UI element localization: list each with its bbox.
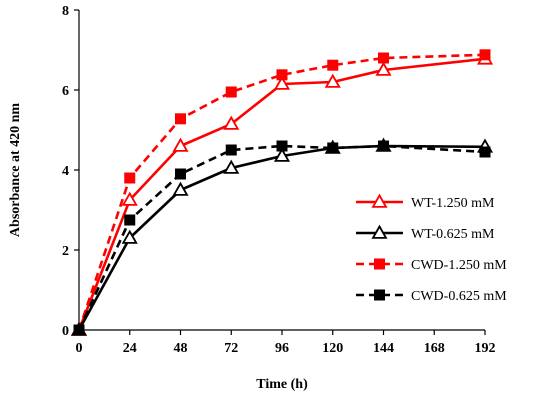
series-line bbox=[77, 144, 486, 331]
data-point bbox=[479, 146, 491, 158]
data-point bbox=[276, 69, 288, 81]
x-tick-label: 168 bbox=[424, 341, 445, 356]
data-point bbox=[73, 324, 85, 336]
legend-label: CWD-0.625 mM bbox=[411, 289, 507, 304]
series-4 bbox=[73, 140, 491, 336]
y-tick-label: 2 bbox=[62, 244, 69, 259]
legend-entry: CWD-1.250 mM bbox=[356, 258, 507, 273]
x-tick-label: 0 bbox=[76, 341, 83, 356]
y-tick-label: 6 bbox=[62, 84, 69, 99]
data-point bbox=[172, 137, 189, 152]
legend-marker bbox=[371, 224, 388, 239]
x-tick-label: 72 bbox=[224, 341, 238, 356]
data-point bbox=[124, 214, 136, 226]
x-tick-label: 24 bbox=[123, 341, 137, 356]
series-line bbox=[77, 53, 486, 331]
data-point bbox=[327, 142, 339, 154]
series-line bbox=[77, 144, 486, 331]
y-axis-title: Absorbance at 420 nm bbox=[8, 103, 23, 238]
x-tick-label: 120 bbox=[322, 341, 343, 356]
data-point bbox=[175, 113, 186, 125]
chart-legend: WT-1.250 mM WT-0.625 mM CWD-1.250 mM CWD-0.… bbox=[356, 193, 507, 304]
x-axis-title: Time (h) bbox=[256, 377, 308, 392]
data-point bbox=[378, 140, 389, 152]
data-point bbox=[276, 140, 288, 152]
data-point bbox=[225, 144, 237, 156]
x-tick-label: 96 bbox=[275, 341, 289, 356]
y-tick-label: 0 bbox=[62, 324, 69, 339]
legend-label: WT-0.625 mM bbox=[411, 227, 495, 242]
data-point bbox=[324, 73, 341, 88]
data-point bbox=[223, 115, 240, 130]
data-point bbox=[479, 49, 491, 61]
x-tick-label: 192 bbox=[475, 341, 496, 356]
data-point bbox=[327, 59, 339, 71]
data-point bbox=[375, 61, 392, 76]
data-point bbox=[225, 86, 237, 98]
y-tick-label: 8 bbox=[62, 4, 69, 19]
x-tick-label: 48 bbox=[174, 341, 188, 356]
legend-label: CWD-1.250 mM bbox=[411, 258, 507, 273]
series-1 bbox=[70, 50, 494, 336]
legend-marker bbox=[374, 258, 385, 270]
y-tick-label: 4 bbox=[62, 164, 69, 179]
chart-series bbox=[70, 49, 494, 336]
legend-label: WT-1.250 mM bbox=[411, 196, 495, 211]
data-point bbox=[124, 172, 136, 184]
legend-marker bbox=[371, 193, 388, 208]
data-point bbox=[175, 168, 186, 180]
data-point bbox=[273, 147, 291, 162]
legend-entry: CWD-0.625 mM bbox=[356, 289, 507, 304]
data-point bbox=[378, 52, 389, 64]
data-point bbox=[273, 75, 291, 90]
data-point bbox=[172, 181, 189, 196]
data-point bbox=[121, 191, 138, 206]
data-point bbox=[121, 229, 138, 244]
series-line bbox=[77, 57, 486, 331]
legend-entry: WT-0.625 mM bbox=[356, 224, 495, 242]
legend-entry: WT-1.250 mM bbox=[356, 193, 495, 211]
legend-marker bbox=[374, 289, 385, 301]
x-tick-label: 144 bbox=[373, 341, 394, 356]
data-point bbox=[223, 159, 240, 174]
